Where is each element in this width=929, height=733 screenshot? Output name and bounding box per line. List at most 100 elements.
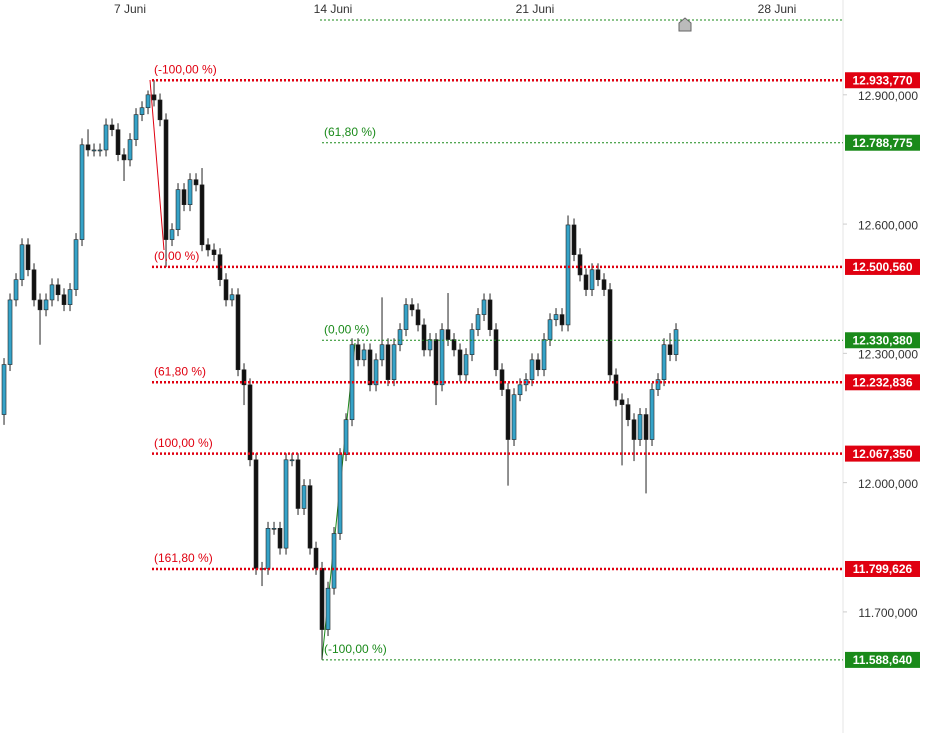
candle-body <box>205 244 211 251</box>
candle-body <box>301 485 307 509</box>
candle-body <box>271 528 277 530</box>
candle-body <box>289 459 295 462</box>
candle-body <box>643 414 649 440</box>
candle-body <box>253 459 259 569</box>
fib-level-label: (0,00 %) <box>324 322 369 336</box>
candle-body <box>295 459 301 509</box>
scroll-marker[interactable] <box>678 17 692 32</box>
candle-body <box>37 299 43 311</box>
fib-trend-line <box>149 79 165 251</box>
candle-body <box>103 124 109 151</box>
candle-body <box>241 369 247 386</box>
fib-level-label: (-100,00 %) <box>324 642 387 656</box>
candle-body <box>223 279 229 301</box>
price-tag <box>845 258 920 275</box>
candle-body <box>343 419 349 455</box>
candle-body <box>361 349 367 361</box>
candle-body <box>193 179 199 186</box>
candle-body <box>547 319 553 340</box>
candle-body <box>127 139 133 161</box>
candle-body <box>451 339 457 351</box>
price-tag-label: 12.067,350 <box>852 447 912 461</box>
candle-body <box>181 189 187 205</box>
candle-body <box>319 568 325 630</box>
candle-body <box>151 94 157 101</box>
candle-body <box>313 547 319 569</box>
candle-body <box>145 94 151 109</box>
fib-level-label: (61,80 %) <box>324 125 376 139</box>
y-tick-label: 12.300,000 <box>858 348 918 362</box>
candle-body <box>565 224 571 326</box>
candle-body <box>535 359 541 371</box>
candle-body <box>163 119 169 240</box>
candle-body <box>421 324 427 351</box>
candle-body <box>673 329 679 355</box>
candle-body <box>187 179 193 205</box>
candle-body <box>277 528 283 549</box>
candle-body <box>175 189 181 230</box>
candle-body <box>373 359 379 386</box>
candle-body <box>229 294 235 301</box>
candle-body <box>325 587 331 630</box>
candle-body <box>43 299 49 311</box>
candle-body <box>499 369 505 390</box>
price-tag-label: 11.588,640 <box>853 653 913 667</box>
candle-body <box>511 394 517 440</box>
candle-body <box>337 454 343 534</box>
y-tick-label: 11.700,000 <box>858 606 917 620</box>
candle-body <box>115 129 121 156</box>
candle-body <box>415 309 421 326</box>
candle-body <box>529 359 535 380</box>
candle-body <box>49 284 55 301</box>
candle-body <box>439 329 445 386</box>
candle-body <box>517 384 523 396</box>
price-tag <box>845 651 920 668</box>
candle-body <box>247 384 253 461</box>
x-tick-label: 21 Juni <box>516 2 555 16</box>
candle-body <box>559 314 565 326</box>
candle-body <box>655 379 661 390</box>
candle-body <box>169 229 175 240</box>
candle-body <box>607 289 613 376</box>
y-tick-label: 12.900,000 <box>858 89 918 103</box>
candle-body <box>661 344 667 380</box>
candle-body <box>403 304 409 330</box>
candle-body <box>619 399 625 405</box>
candle-body <box>493 329 499 371</box>
candle-body <box>121 154 127 161</box>
candle-body <box>613 374 619 401</box>
candle-body <box>595 269 601 280</box>
candle-body <box>235 294 241 371</box>
candle-body <box>391 344 397 380</box>
fib-level-label: (100,00 %) <box>154 436 213 450</box>
candle-body <box>457 349 463 376</box>
candle-body <box>379 344 385 361</box>
candle-body <box>67 289 73 305</box>
candle-body <box>13 279 19 301</box>
fib-level-label: (61,80 %) <box>154 364 206 378</box>
price-tag <box>845 560 920 577</box>
y-tick-label: 12.600,000 <box>858 218 918 232</box>
candle-body <box>469 329 475 355</box>
candle-body <box>637 414 643 440</box>
price-tag-label: 12.933,770 <box>852 73 912 87</box>
candle-body <box>31 269 37 301</box>
price-tag-label: 12.500,560 <box>852 260 912 274</box>
candle-body <box>481 299 487 315</box>
candle-body <box>397 329 403 346</box>
price-tag-label: 11.799,626 <box>853 562 913 576</box>
candle-body <box>553 314 559 321</box>
candle-body <box>19 244 25 280</box>
candle-body <box>61 294 67 305</box>
candle-body <box>97 149 103 152</box>
candle-body <box>307 485 313 549</box>
candle-body <box>463 354 469 376</box>
price-tag-label: 12.232,836 <box>852 375 912 389</box>
candle-body <box>487 299 493 330</box>
candle-body <box>55 284 61 296</box>
candle-body <box>475 314 481 330</box>
candle-body <box>25 244 31 271</box>
price-tag <box>845 445 920 462</box>
candle-body <box>283 459 289 549</box>
candle-body <box>625 404 631 421</box>
